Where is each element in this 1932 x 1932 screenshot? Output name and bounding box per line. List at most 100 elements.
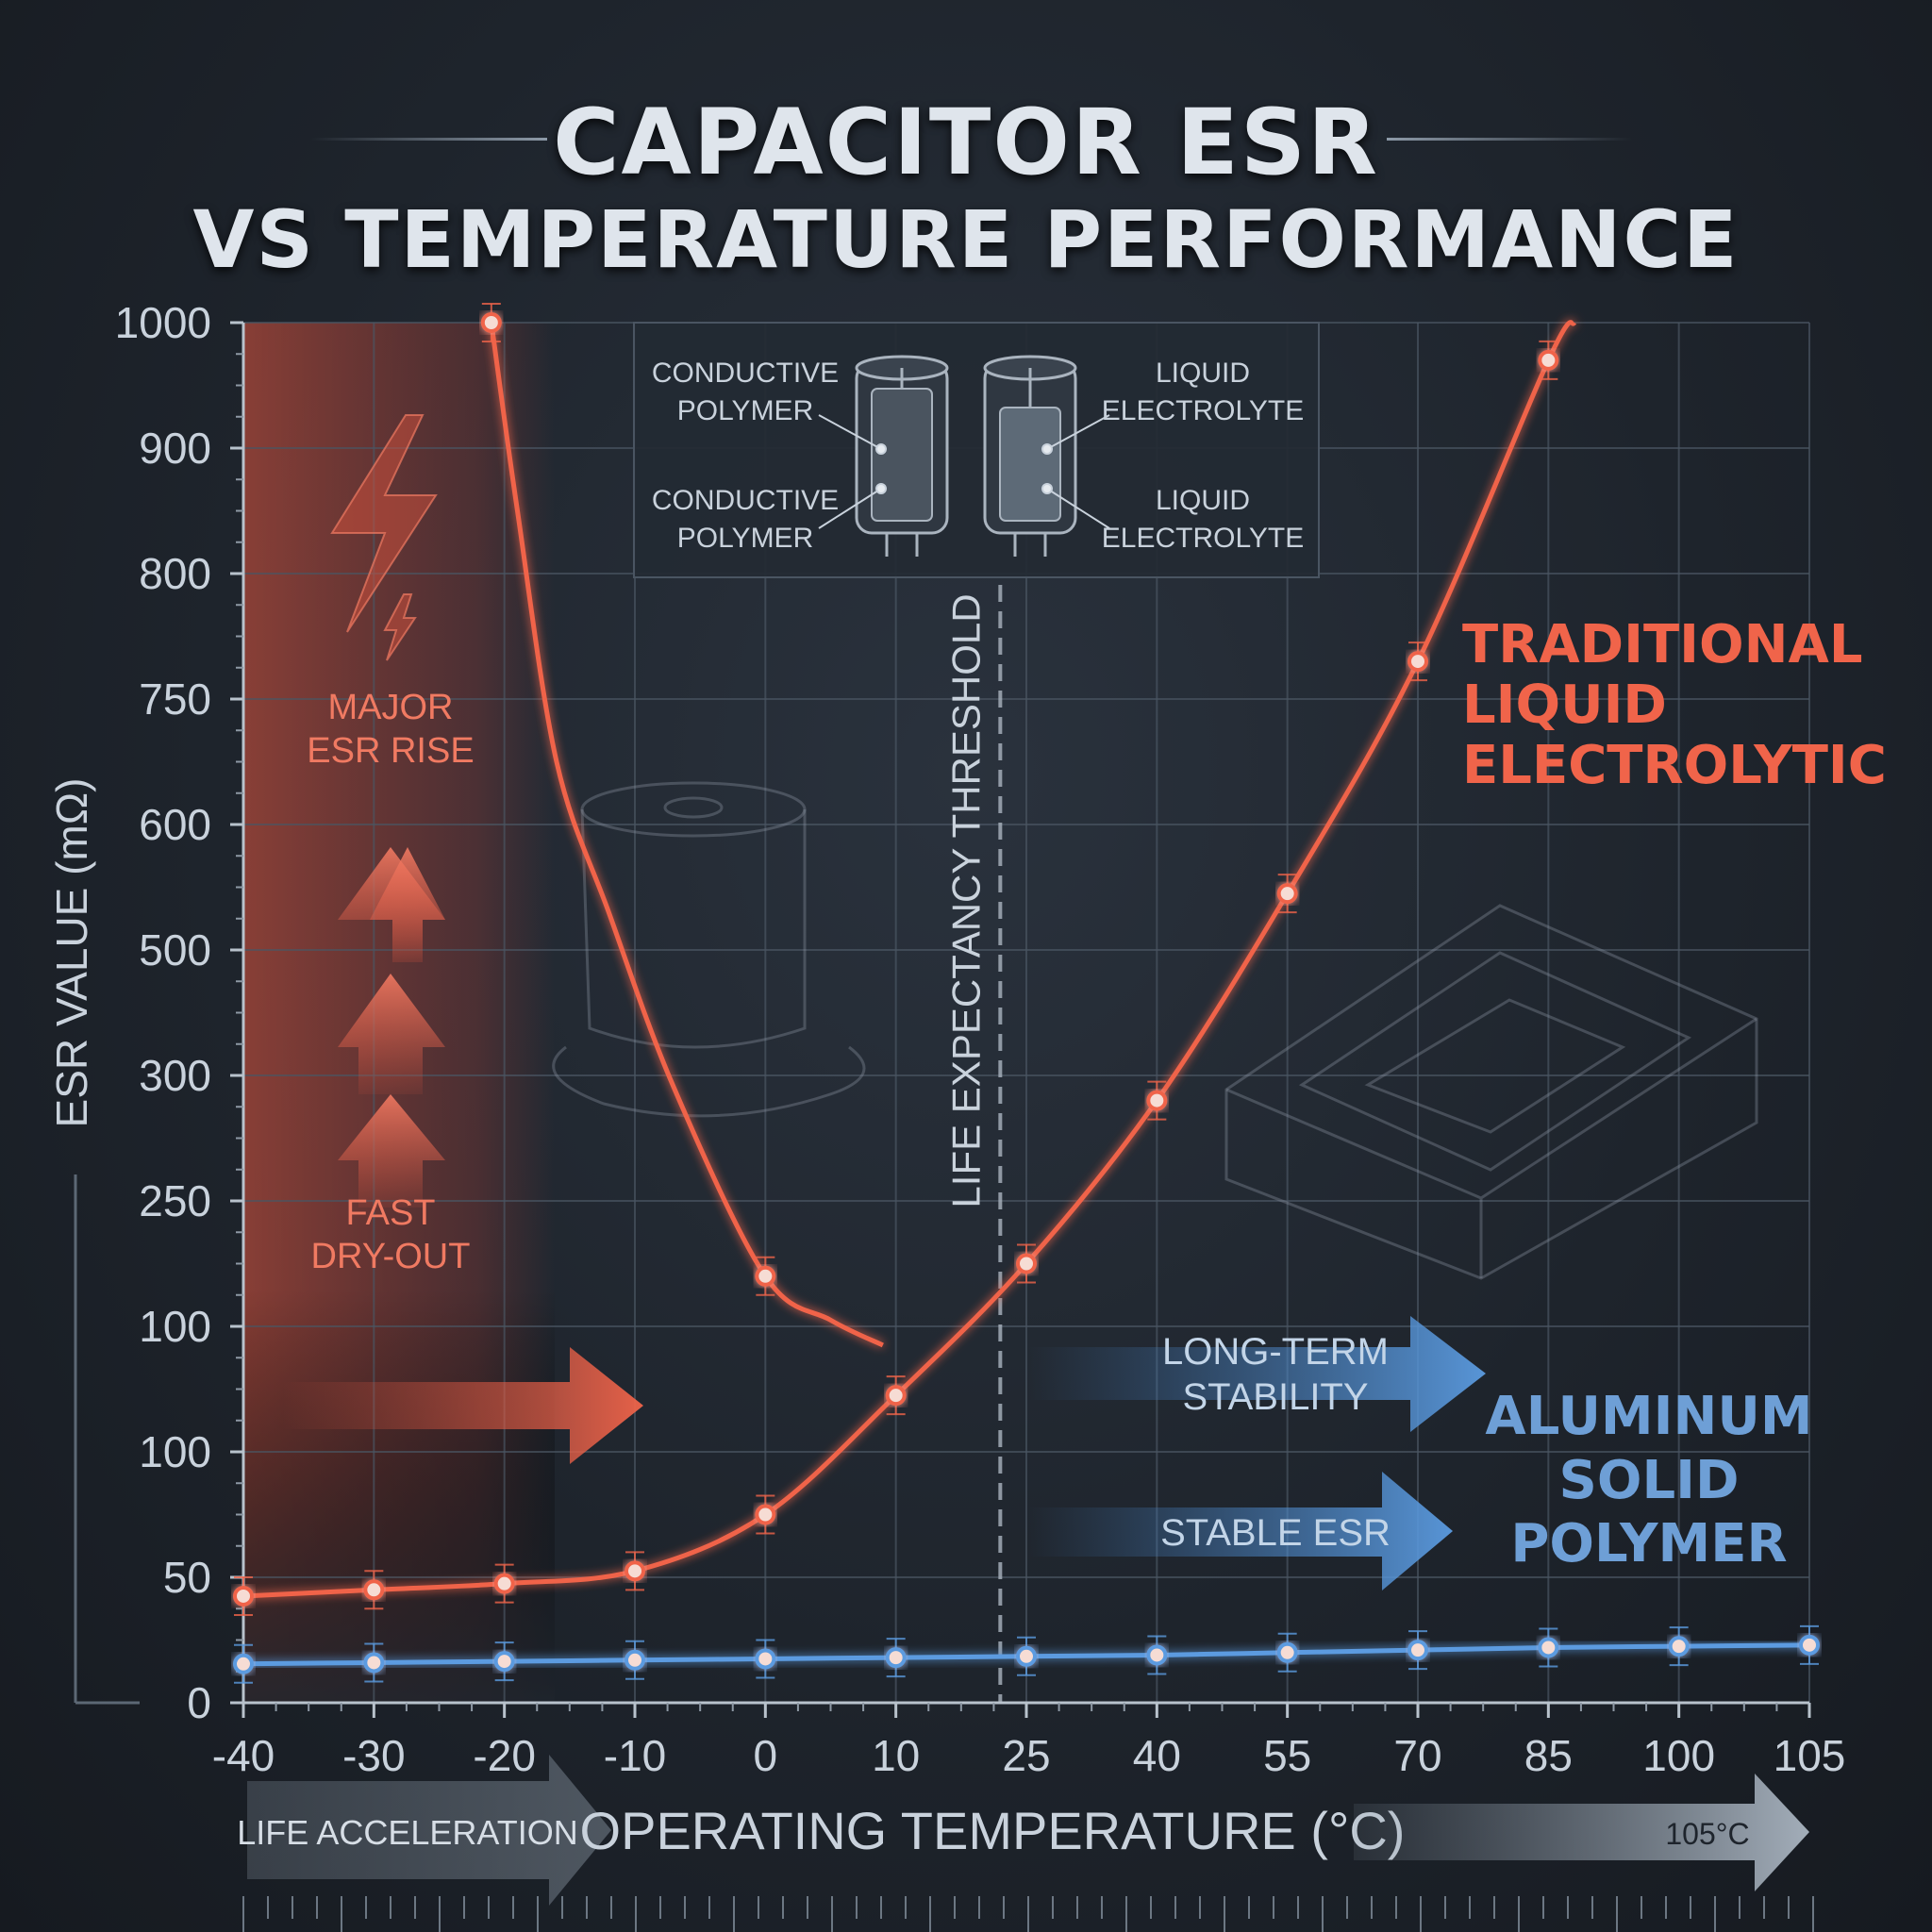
long-term-label-1: LONG-TERM bbox=[1162, 1331, 1389, 1373]
data-point bbox=[363, 1652, 385, 1674]
inset-polymer-label-2a: CONDUCTIVE bbox=[652, 485, 839, 516]
series-1 bbox=[480, 303, 884, 1348]
stable-esr-arrow bbox=[1028, 1472, 1453, 1591]
data-point bbox=[625, 1649, 645, 1671]
x-tick-label: -40 bbox=[212, 1731, 275, 1780]
x-tick-label: 25 bbox=[1002, 1731, 1050, 1780]
data-point bbox=[755, 1504, 776, 1525]
temperature-arrow bbox=[1354, 1774, 1809, 1891]
x-tick-label: -20 bbox=[473, 1731, 535, 1780]
inset-liquid-label-2a: LIQUID bbox=[1156, 485, 1250, 516]
traditional-label-1: TRADITIONAL bbox=[1462, 614, 1863, 675]
capacitor-inset: CONDUCTIVE POLYMER CONDUCTIVE POLYMER LI… bbox=[633, 322, 1320, 578]
data-point bbox=[755, 1648, 776, 1670]
inset-liquid-label-1b: ELECTROLYTE bbox=[1102, 395, 1305, 426]
y-tick-label: 250 bbox=[139, 1176, 211, 1225]
inset-polymer-label-1b: POLYMER bbox=[677, 395, 813, 426]
polymer-package-outline bbox=[1224, 904, 1758, 1280]
data-point bbox=[233, 1653, 254, 1674]
red-forward-arrow bbox=[283, 1347, 643, 1464]
stable-esr-label: STABLE ESR bbox=[1160, 1512, 1391, 1554]
y-tick-label: 0 bbox=[187, 1678, 211, 1727]
x-tick-label: 0 bbox=[754, 1731, 778, 1780]
x-tick-label: 105 bbox=[1774, 1731, 1846, 1780]
data-point bbox=[480, 312, 502, 333]
data-point bbox=[1407, 1640, 1428, 1661]
x-tick-label: 55 bbox=[1263, 1731, 1311, 1780]
polymer-capacitor-icon bbox=[855, 355, 949, 557]
inset-pointers bbox=[818, 414, 1110, 529]
data-point bbox=[363, 1579, 385, 1601]
y-tick-label: 100 bbox=[139, 1427, 211, 1476]
y-tick-label: 100 bbox=[139, 1302, 211, 1351]
data-point bbox=[493, 1573, 515, 1594]
inset-liquid-label-1a: LIQUID bbox=[1156, 358, 1250, 389]
data-point bbox=[1538, 1637, 1559, 1658]
x-tick-label: 40 bbox=[1133, 1731, 1181, 1780]
chart-title-line2: VS TEMPERATURE PERFORMANCE bbox=[192, 193, 1740, 286]
x-tick-label: 100 bbox=[1642, 1731, 1715, 1780]
y-tick-label: 50 bbox=[163, 1553, 211, 1602]
x-tick-label: 70 bbox=[1393, 1731, 1441, 1780]
temp-marker-label: 105°C bbox=[1665, 1817, 1749, 1851]
y-tick-label: 300 bbox=[139, 1051, 211, 1100]
polymer-label-3: POLYMER bbox=[1510, 1513, 1787, 1574]
y-tick-label: 900 bbox=[139, 424, 211, 473]
data-point bbox=[493, 1651, 515, 1673]
y-tick-label: 1000 bbox=[115, 298, 211, 347]
data-point bbox=[1276, 1641, 1298, 1663]
life-acceleration-arrow bbox=[247, 1755, 611, 1906]
y-tick-label: 750 bbox=[139, 675, 211, 724]
lightning-icon bbox=[330, 414, 438, 661]
polymer-label-2: SOLID bbox=[1559, 1450, 1740, 1511]
data-point bbox=[1799, 1634, 1820, 1656]
data-point bbox=[1016, 1645, 1037, 1667]
polymer-package-edges bbox=[1225, 1017, 1757, 1278]
threshold-group: LIFE EXPECTANCY THRESHOLD bbox=[943, 585, 1003, 1703]
long-term-label-2: STABILITY bbox=[1182, 1376, 1368, 1418]
inset-polymer-label-2b: POLYMER bbox=[677, 523, 813, 554]
major-rise-label-1: MAJOR bbox=[328, 688, 454, 727]
data-point bbox=[625, 1560, 645, 1582]
bottom-ruler bbox=[242, 1896, 1814, 1932]
major-rise-label-2: ESR RISE bbox=[307, 731, 474, 771]
data-point bbox=[1016, 1253, 1037, 1274]
x-tick-label: 10 bbox=[872, 1731, 920, 1780]
x-axis-label: OPERATING TEMPERATURE (°C) bbox=[580, 1801, 1406, 1860]
dry-out-label-2: DRY-OUT bbox=[311, 1237, 471, 1276]
series-layer bbox=[233, 303, 1820, 1684]
data-point bbox=[885, 1647, 907, 1669]
background-illustrations bbox=[552, 781, 1758, 1280]
polymer-package-inner bbox=[1298, 951, 1692, 1172]
data-point bbox=[1668, 1636, 1690, 1657]
data-point bbox=[755, 1265, 776, 1287]
x-tick-label: 85 bbox=[1524, 1731, 1573, 1780]
threshold-label: LIFE EXPECTANCY THRESHOLD bbox=[943, 593, 988, 1208]
data-point bbox=[885, 1385, 907, 1407]
data-point bbox=[1407, 651, 1428, 673]
y-tick-label: 800 bbox=[139, 549, 211, 598]
traditional-label-2: LIQUID bbox=[1462, 675, 1667, 736]
life-acceleration-label: LIFE ACCELERATION bbox=[237, 1813, 577, 1852]
data-point bbox=[1276, 883, 1298, 905]
polymer-package-core bbox=[1364, 998, 1626, 1134]
title-rule-right bbox=[1387, 138, 1632, 141]
polymer-label-1: ALUMINUM bbox=[1485, 1386, 1812, 1447]
rising-arrows bbox=[338, 847, 445, 1208]
series-0 bbox=[233, 320, 1577, 1616]
leaking-capacitor-body bbox=[580, 808, 807, 1049]
title-rule-left bbox=[311, 138, 547, 141]
inset-frame bbox=[633, 322, 1320, 578]
inset-polymer-label-1a: CONDUCTIVE bbox=[652, 358, 839, 389]
y-tick-label: 500 bbox=[139, 925, 211, 974]
inset-liquid-label-2b: ELECTROLYTE bbox=[1102, 523, 1305, 554]
data-point bbox=[1146, 1644, 1168, 1666]
series-2 bbox=[233, 1624, 1820, 1684]
x-tick-label: -10 bbox=[604, 1731, 666, 1780]
liquid-capacitor-icon bbox=[983, 355, 1077, 557]
traditional-label-3: ELECTROLYTIC bbox=[1462, 735, 1887, 796]
y-axis-label: ESR VALUE (mΩ) bbox=[47, 778, 96, 1128]
data-point bbox=[1538, 349, 1559, 371]
